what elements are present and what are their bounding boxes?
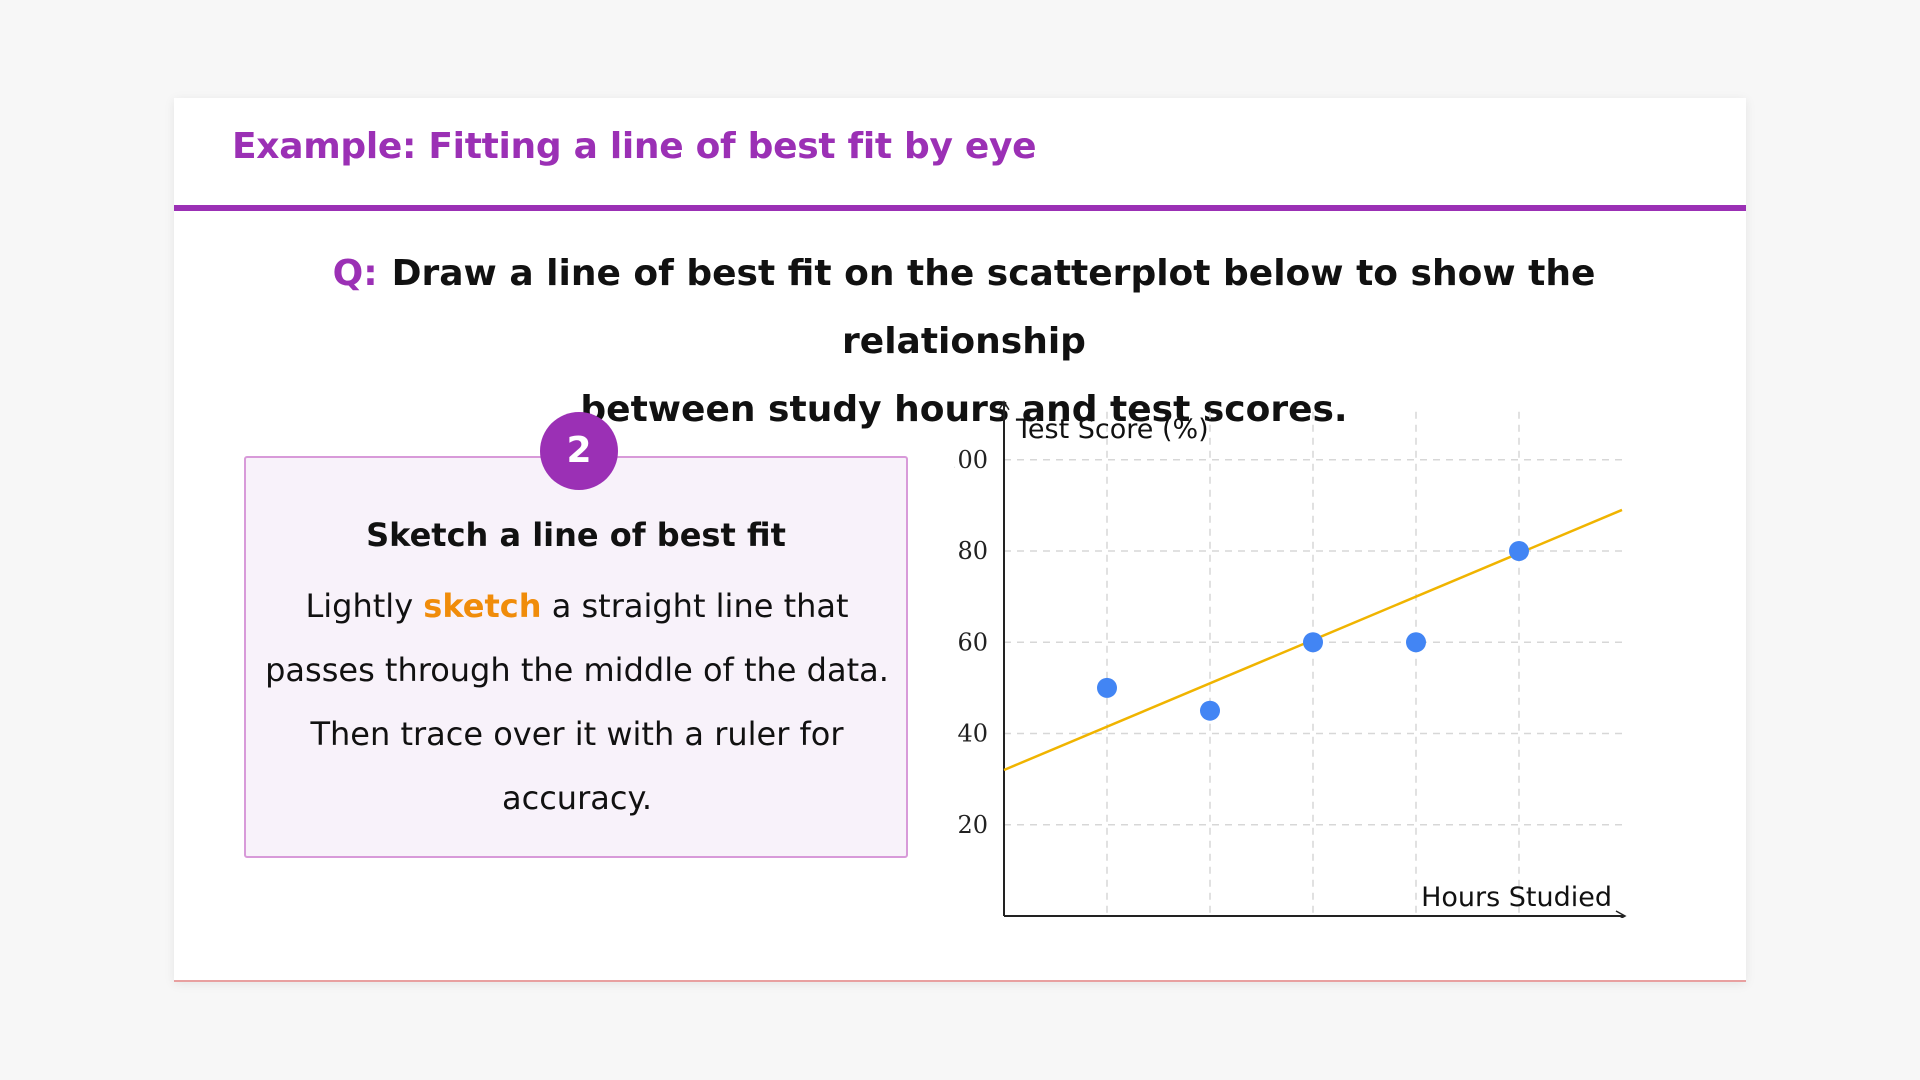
y-tick-label: 40 xyxy=(957,720,988,748)
slide-card: Example: Fitting a line of best fit by e… xyxy=(174,98,1746,982)
y-tick-label: 100 xyxy=(954,446,988,474)
scatter-chart: 1234520406080100Test Score (%)Hours Stud… xyxy=(954,400,1627,918)
data-point xyxy=(1303,632,1323,653)
data-point xyxy=(1097,677,1117,698)
step-body-before: Lightly xyxy=(305,587,414,625)
step-heading: Sketch a line of best fit xyxy=(366,516,786,554)
y-axis-title: Test Score (%) xyxy=(1015,414,1209,445)
title-divider xyxy=(174,205,1746,211)
step-body-after: a straight line that passes through the … xyxy=(265,587,889,817)
y-axis-arrow xyxy=(998,400,1010,411)
data-point xyxy=(1509,541,1529,561)
step-highlight-word: sketch xyxy=(423,587,542,625)
page-title: Example: Fitting a line of best fit by e… xyxy=(232,126,1037,167)
question-line-1: Draw a line of best fit on the scatterpl… xyxy=(391,253,1596,362)
y-tick-label: 20 xyxy=(957,811,988,839)
question-label: Q: xyxy=(332,253,378,294)
data-point xyxy=(1200,700,1220,721)
y-tick-label: 80 xyxy=(957,537,988,565)
x-axis-arrow xyxy=(1615,910,1627,918)
x-axis-title: Hours Studied xyxy=(1421,882,1612,913)
step-number-badge: 2 xyxy=(540,412,618,490)
data-point xyxy=(1406,632,1426,653)
question-block: Q: Draw a line of best fit on the scatter… xyxy=(244,240,1684,444)
y-tick-label: 60 xyxy=(957,628,988,656)
step-box: Sketch a line of best fit Lightly sketch… xyxy=(244,456,908,858)
step-body: Lightly sketch a straight line that pass… xyxy=(254,574,900,830)
question-line-2: between study hours and test scores. xyxy=(580,389,1348,430)
